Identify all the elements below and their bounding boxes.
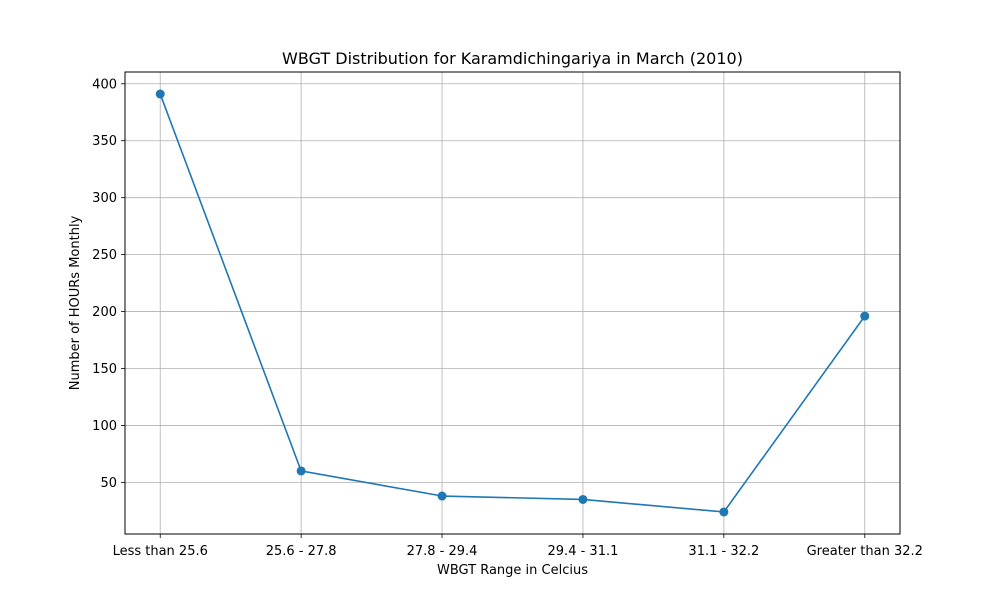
x-axis: Less than 25.6 25.6 - 27.8 27.8 - 29.4 29.4… [113,534,923,559]
y-tick-label: 250 [92,248,117,263]
x-axis-title: WBGT Range in Celcius [437,563,588,578]
y-tick-label: 50 [100,476,117,491]
y-tick-label: 300 [92,191,117,206]
data-point [860,311,870,321]
x-tick-label: 27.8 - 29.4 [407,544,478,559]
data-point [155,89,165,99]
chart-title: WBGT Distribution for Karamdichingariya … [282,49,743,68]
x-tick-label: 25.6 - 27.8 [266,544,337,559]
x-tick-label: Greater than 32.2 [807,544,923,559]
y-tick-label: 400 [92,77,117,92]
data-point [296,466,306,476]
x-tick-label: Less than 25.6 [113,544,208,559]
grid-lines [125,72,900,534]
y-tick-label: 150 [92,362,117,377]
x-tick-label: 29.4 - 31.1 [548,544,619,559]
y-axis: 50 100 150 200 250 300 350 400 [92,77,125,491]
y-tick-label: 200 [92,305,117,320]
data-point [578,494,588,504]
y-axis-title: Number of HOURs Monthly [68,215,83,390]
y-tick-label: 350 [92,134,117,149]
data-point [437,491,447,501]
data-point [719,507,729,517]
series-line [159,93,866,513]
x-tick-label: 31.1 - 32.2 [688,544,759,559]
plot-area-frame [124,71,901,535]
series-layer [155,89,870,517]
y-tick-label: 100 [92,419,117,434]
